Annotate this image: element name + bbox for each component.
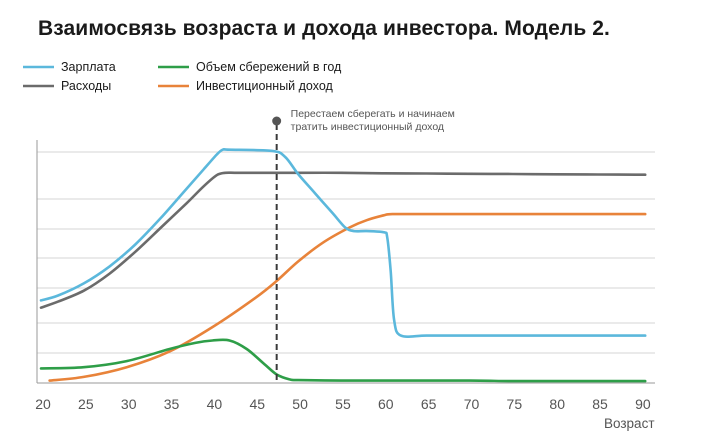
x-tick-85: 85	[592, 396, 608, 412]
x-tick-55: 55	[335, 396, 351, 412]
series-line-2	[39, 171, 647, 309]
x-tick-30: 30	[121, 396, 137, 412]
legend-3-label: Объем сбережений в год	[196, 60, 342, 74]
x-tick-80: 80	[549, 396, 565, 412]
legend-4-label: Инвестиционный доход	[196, 79, 334, 93]
x-tick-50: 50	[292, 396, 308, 412]
series-group	[39, 148, 647, 383]
x-tick-20: 20	[35, 396, 51, 412]
series-line-4	[48, 212, 647, 382]
x-tick-70: 70	[464, 396, 480, 412]
legend-1-label: Зарплата	[61, 60, 116, 74]
legend-2-label: Расходы	[61, 79, 111, 93]
x-tick-65: 65	[421, 396, 437, 412]
x-tick-35: 35	[164, 396, 180, 412]
series-line-1	[39, 148, 647, 338]
chart-title: Взаимосвязь возраста и дохода инвестора.…	[38, 17, 610, 40]
axes: 20 25 30 35 40 45 50 55 60 65 70 75 80 85 90 Возраст	[35, 140, 655, 431]
annotation-text-1: Перестаем сберегать и начинаем	[291, 108, 455, 120]
legend: Зарплата Расходы Объем сбережений в год Инв…	[23, 60, 342, 93]
x-tick-60: 60	[378, 396, 394, 412]
grid	[37, 151, 655, 354]
x-tick-45: 45	[249, 396, 265, 412]
x-axis-label: Возраст	[604, 416, 655, 431]
x-tick-40: 40	[207, 396, 223, 412]
x-tick-75: 75	[507, 396, 523, 412]
annotation-text-2: тратить инвестиционный доход	[291, 121, 444, 133]
annotation-dot	[272, 116, 282, 126]
x-tick-25: 25	[78, 396, 94, 412]
x-tick-90: 90	[635, 396, 651, 412]
series-line-3	[39, 338, 647, 383]
